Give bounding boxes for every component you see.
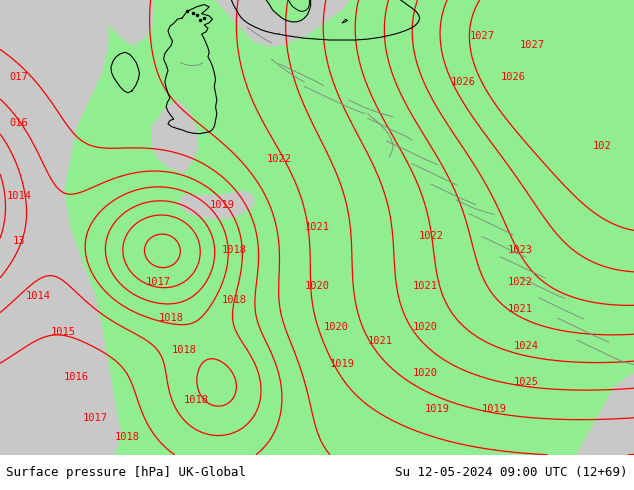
- Text: Su 12-05-2024 09:00 UTC (12+69): Su 12-05-2024 09:00 UTC (12+69): [395, 466, 628, 479]
- Text: 1027: 1027: [520, 41, 545, 50]
- Text: 1020: 1020: [304, 281, 330, 292]
- Text: 1027: 1027: [469, 31, 495, 41]
- Polygon shape: [577, 373, 634, 455]
- Text: 1020: 1020: [412, 322, 437, 332]
- Text: 1018: 1018: [171, 345, 197, 355]
- Text: 102: 102: [593, 141, 612, 150]
- Text: 1019: 1019: [425, 404, 450, 414]
- Text: 1021: 1021: [304, 222, 330, 232]
- Text: 1018: 1018: [222, 245, 247, 255]
- Text: 1014: 1014: [6, 191, 32, 200]
- Polygon shape: [152, 100, 197, 173]
- Text: 1025: 1025: [514, 377, 539, 387]
- Text: 1026: 1026: [501, 73, 526, 82]
- Text: 1016: 1016: [63, 372, 89, 382]
- Text: 1021: 1021: [412, 281, 437, 292]
- Text: 1018: 1018: [114, 432, 139, 441]
- Text: 1018: 1018: [184, 395, 209, 405]
- Text: 1019: 1019: [209, 199, 235, 210]
- Text: 1017: 1017: [82, 414, 108, 423]
- Text: 1021: 1021: [368, 336, 393, 346]
- Text: 017: 017: [10, 73, 29, 82]
- Polygon shape: [108, 0, 152, 46]
- Text: 1018: 1018: [158, 313, 184, 323]
- Text: 1014: 1014: [25, 291, 51, 300]
- Text: 1017: 1017: [146, 277, 171, 287]
- Polygon shape: [111, 52, 139, 93]
- Text: 016: 016: [10, 118, 29, 128]
- Text: 1022: 1022: [507, 277, 533, 287]
- Polygon shape: [178, 191, 254, 218]
- Text: 1015: 1015: [51, 327, 76, 337]
- Text: 1018: 1018: [222, 295, 247, 305]
- Text: 1020: 1020: [412, 368, 437, 378]
- Text: 1026: 1026: [450, 77, 476, 87]
- Text: 1020: 1020: [323, 322, 349, 332]
- Polygon shape: [0, 0, 634, 455]
- Text: 1019: 1019: [482, 404, 507, 414]
- Text: 1023: 1023: [507, 245, 533, 255]
- Polygon shape: [0, 0, 120, 455]
- Polygon shape: [266, 0, 311, 22]
- Text: 1021: 1021: [507, 304, 533, 314]
- Text: 1019: 1019: [330, 359, 355, 369]
- Text: 1022: 1022: [266, 154, 292, 164]
- Text: 1024: 1024: [514, 341, 539, 350]
- Text: 1022: 1022: [418, 231, 444, 242]
- Polygon shape: [216, 0, 349, 46]
- Text: Surface pressure [hPa] UK-Global: Surface pressure [hPa] UK-Global: [6, 466, 247, 479]
- Text: 13: 13: [13, 236, 25, 246]
